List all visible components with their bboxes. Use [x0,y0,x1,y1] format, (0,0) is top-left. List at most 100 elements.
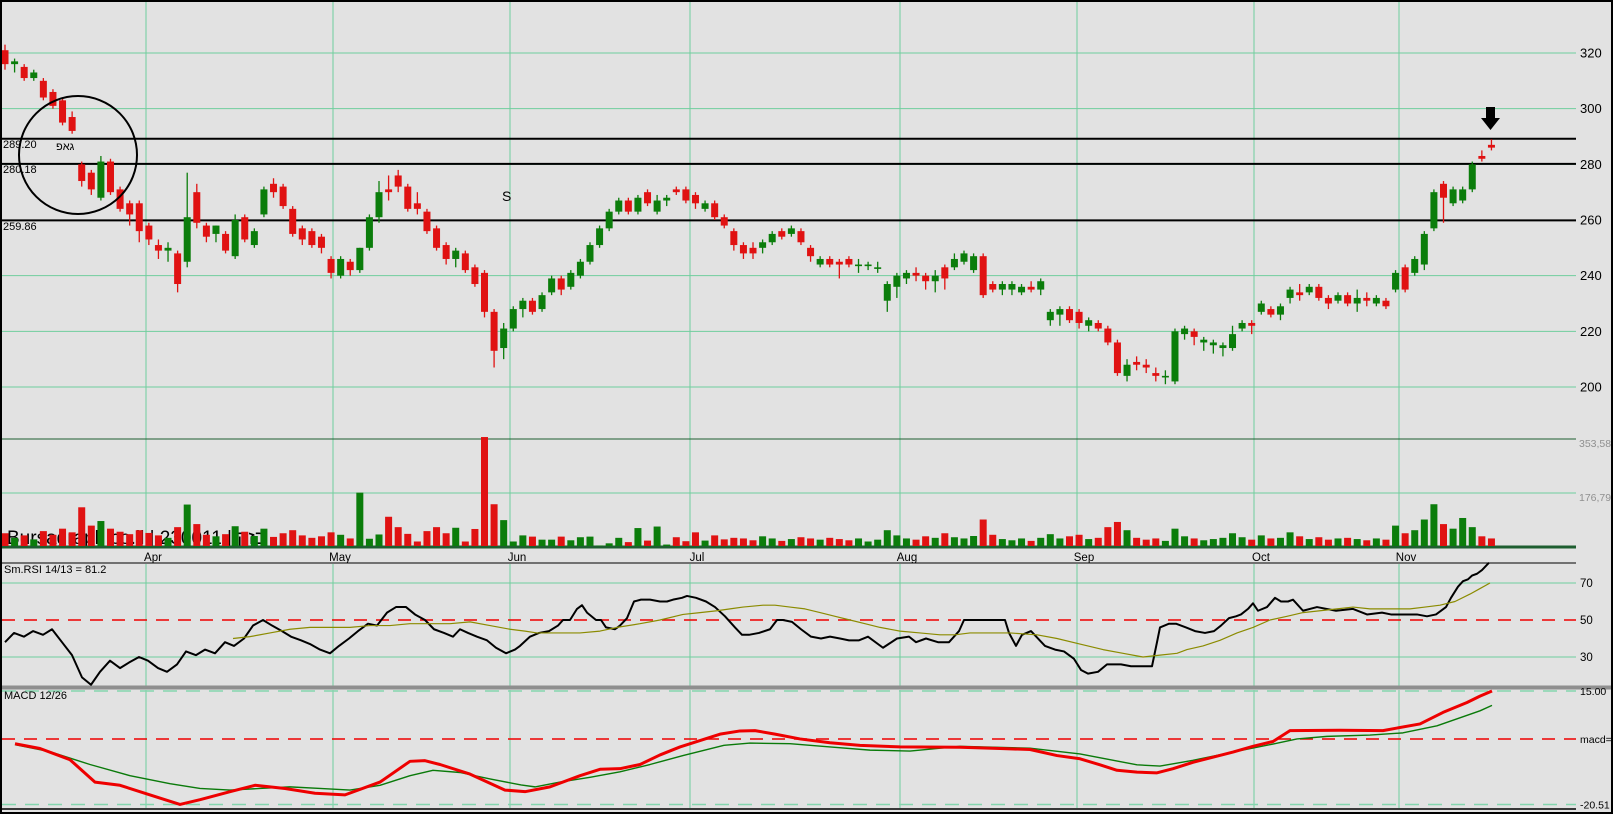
volume-bar [250,536,258,546]
candle-body [461,253,469,271]
candle-body [816,258,824,265]
candle-body [720,217,728,226]
candle-body [1075,311,1083,323]
volume-tick-label: 176,792 [1579,492,1613,504]
volume-bar [941,533,949,546]
volume-bar [356,492,364,546]
candle-body [691,194,699,204]
candle-body [481,272,488,312]
month-label: Sep [1074,552,1094,564]
macd-tick-label: macd=0 [1580,734,1613,746]
volume-bar [1334,538,1342,546]
volume-bar [912,539,920,546]
volume-bar [759,536,767,546]
candle-body [1449,189,1457,204]
candle-body [1094,322,1102,329]
candle-body [1056,309,1064,315]
resistance-line-label: 280.18 [3,164,37,176]
down-arrow-icon [1481,107,1500,130]
volume-bar [902,538,910,546]
candle-body [1267,309,1275,315]
volume-bar [490,504,498,546]
volume-bar [164,537,172,546]
volume-bar [1392,525,1400,546]
candle-body [739,245,747,254]
volume-bar [1113,521,1121,546]
volume-bar [576,537,584,546]
candle-body [1133,361,1141,365]
candle-body [989,284,997,290]
candle-body [1219,345,1227,349]
candle-body [20,66,28,79]
candle-body [212,225,220,234]
volume-bar [1046,534,1054,546]
volume-bar [1161,540,1169,546]
month-label: May [329,552,351,564]
candle-body [941,267,949,279]
volume-bar [327,532,335,546]
candle-body [1411,258,1419,273]
candle-body [433,228,441,248]
candle-body [922,275,930,282]
volume-bar [193,524,201,546]
candle-body [596,228,604,246]
rsi-tick-label: 30 [1580,652,1593,664]
volume-bar [1478,536,1486,546]
volume-bar [413,541,421,546]
candle-body [730,231,738,246]
candle-body [11,61,19,65]
volume-bar [365,538,373,546]
candle-body [538,295,546,310]
volume-bar [730,537,738,546]
candle-body [768,233,776,243]
candle-body [1171,331,1179,382]
candle-body [1181,328,1189,335]
candle-body [970,256,978,271]
macd-tick-label: 15.00 [1580,686,1606,698]
volume-bar [845,540,853,546]
candle-body [317,236,325,248]
candle-body [183,217,191,262]
candle-body [605,211,613,229]
candle-body [509,309,517,329]
price-tick-label: 220 [1580,324,1602,339]
candle-body [413,203,421,209]
volume-bar [1056,538,1064,546]
volume-bar [1037,537,1045,546]
candle-body [1190,331,1198,337]
candlesticks [1,44,1495,385]
volume-bar [1,533,9,546]
candle-body [998,284,1006,290]
candle-body [222,233,230,251]
candle-body [787,228,795,234]
volume-bar [433,527,441,546]
volume-bar [691,532,699,546]
candle-body [116,189,124,209]
candle-body [759,242,767,248]
volume-bar [116,531,124,546]
volume-bar [1487,538,1495,546]
volume-bar [864,541,872,546]
candle-body [1065,309,1073,321]
volume-bar [1430,504,1438,546]
candle-body [30,72,38,79]
candle-body [404,186,412,209]
volume-bar [442,533,450,546]
candle-body [586,245,594,262]
volume-bar [1382,539,1390,546]
candle-body [423,211,431,232]
volume-bar [634,528,642,546]
volume-bar [701,540,709,546]
volume-bar [308,537,316,546]
volume-bar [87,525,95,546]
candle-body [1,50,9,65]
month-label: Jun [508,552,527,564]
candle-body [682,189,690,201]
candle-body [845,258,853,265]
volume-bar [260,528,268,546]
candle-body [1113,342,1121,374]
volume-bar [59,528,67,546]
candle-body [260,189,268,215]
macd-tick-label: -20.51 [1580,799,1610,811]
